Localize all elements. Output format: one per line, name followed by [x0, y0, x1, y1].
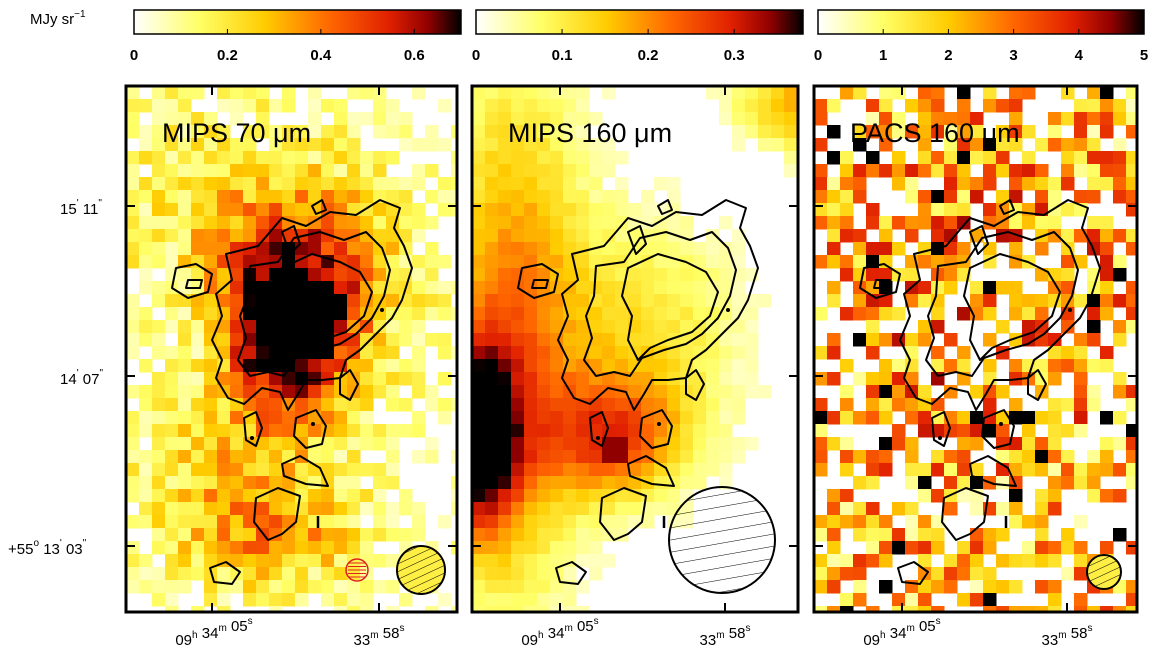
ra-label: 33m 58s	[354, 623, 405, 649]
image-panel-2: MIPS 160 μm	[470, 84, 800, 614]
pixel-map	[814, 86, 1137, 612]
colorbar-tick-label: 4	[1075, 47, 1084, 64]
dec-label-15-11: 15' 11"	[60, 198, 102, 218]
colorbar-tick-label: 0.2	[638, 47, 659, 64]
image-panels: MIPS 70 μm MIPS 160 μm PACS 160 μm	[124, 84, 1139, 614]
contour-point	[999, 422, 1003, 426]
colorbar-tick-label: 0	[472, 47, 480, 64]
panel-frame	[470, 84, 800, 614]
ra-label: 09h 34m 05s	[521, 616, 598, 649]
colorbar-2: 0 0.1 0.2 0.3	[472, 9, 804, 64]
pixel-map	[472, 86, 798, 612]
panel-frame	[812, 84, 1139, 614]
contour-point	[311, 422, 315, 426]
hatched-beam	[396, 545, 446, 595]
pixel-map	[126, 86, 457, 612]
image-panel-1: MIPS 70 μm	[124, 84, 459, 614]
ra-label: 33m 58s	[700, 623, 751, 649]
ra-label: 33m 58s	[1042, 623, 1093, 649]
contour-lines	[517, 199, 759, 585]
colorbar-tick-label: 0	[130, 47, 138, 64]
colorbar-tick-label: 0.6	[404, 47, 425, 64]
colorbar-tick-label: 0.2	[217, 47, 238, 64]
contour-point	[250, 436, 254, 440]
colorbar-tick-label: 0.3	[724, 47, 745, 64]
ra-axis-labels: 09h 34m 05s 33m 58s 09h 34m 05s 33m 58s 09h …	[175, 616, 1092, 649]
colorbar-tick-label: 3	[1009, 47, 1017, 64]
contour-point	[380, 308, 384, 312]
red-beam-circle	[345, 558, 369, 582]
colorbars: 0 0.2 0.4 0.6 0 0.1 0.2 0.3 0 1 2 3 4 5	[130, 9, 1148, 64]
colorbar-tick-label: 2	[944, 47, 952, 64]
contour-point	[938, 436, 942, 440]
ra-label: 09h 34m 05s	[175, 616, 252, 649]
colorbar-unit-label: MJy sr−1	[30, 9, 86, 28]
contour-point	[1068, 308, 1072, 312]
colorbar-tick-label: 5	[1140, 47, 1148, 64]
hatched-beam	[1086, 554, 1122, 590]
panel-title: MIPS 160 μm	[508, 118, 672, 148]
contour-lines	[171, 199, 413, 585]
colorbar-tick-label: 0	[814, 47, 822, 64]
panel-title: MIPS 70 μm	[162, 118, 311, 148]
colorbar-gradient	[817, 9, 1145, 35]
hatched-beam	[668, 486, 776, 594]
colorbar-tick-label: 1	[879, 47, 887, 64]
contour-lines	[859, 199, 1101, 585]
contour-point	[657, 422, 661, 426]
colorbar-1: 0 0.2 0.4 0.6	[130, 9, 462, 64]
dec-label-55-13-03: +55o 13' 03"	[8, 538, 87, 558]
panel-title: PACS 160 μm	[850, 118, 1020, 148]
contour-point	[596, 436, 600, 440]
colorbar-gradient	[475, 9, 804, 35]
colorbar-tick-label: 0.4	[310, 47, 332, 64]
dec-label-14-07: 14' 07"	[60, 368, 103, 388]
panel-frame	[124, 84, 459, 614]
colorbar-tick-label: 0.1	[552, 47, 573, 64]
image-panel-3: PACS 160 μm	[812, 84, 1139, 614]
colorbar-3: 0 1 2 3 4 5	[814, 9, 1148, 64]
dec-axis-labels: 15' 11" 14' 07" +55o 13' 03"	[8, 198, 103, 558]
colorbar-gradient	[133, 9, 462, 35]
contour-point	[726, 308, 730, 312]
ra-label: 09h 34m 05s	[863, 616, 940, 649]
